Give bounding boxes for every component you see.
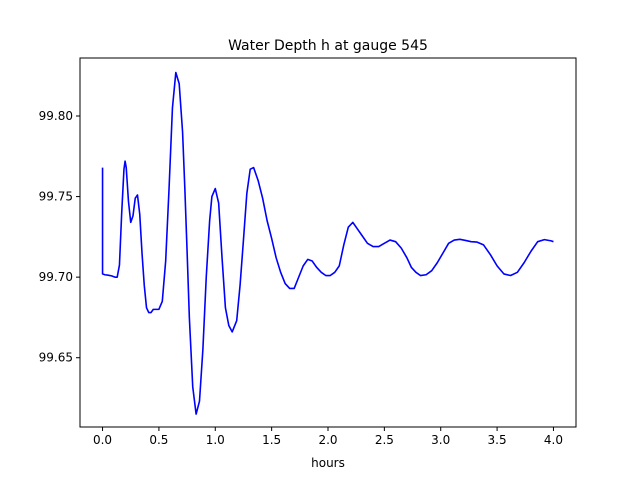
y-tick-label: 99.65 [39, 351, 73, 365]
x-axis: 0.0 0.5 1.0 1.5 2.0 2.5 3.0 3.5 4.0 [93, 427, 563, 447]
y-tick-label: 99.70 [39, 270, 73, 284]
x-tick-label: 2.5 [375, 433, 394, 447]
x-axis-label: hours [311, 456, 345, 470]
x-tick-label: 1.5 [262, 433, 281, 447]
chart-title: Water Depth h at gauge 545 [228, 38, 428, 54]
y-axis: 99.65 99.70 99.75 99.80 [39, 109, 80, 365]
series-line-0 [101, 71, 554, 415]
x-tick-label: 2.0 [318, 433, 337, 447]
x-tick-label: 3.5 [488, 433, 507, 447]
plot-area [101, 71, 554, 415]
y-tick-label: 99.80 [39, 109, 73, 123]
x-tick-label: 0.5 [149, 433, 168, 447]
x-tick-label: 0.0 [93, 433, 112, 447]
x-tick-label: 3.0 [431, 433, 450, 447]
x-tick-label: 1.0 [206, 433, 225, 447]
x-tick-label: 4.0 [544, 433, 563, 447]
plot-frame [79, 57, 577, 428]
y-tick-label: 99.75 [39, 190, 73, 204]
